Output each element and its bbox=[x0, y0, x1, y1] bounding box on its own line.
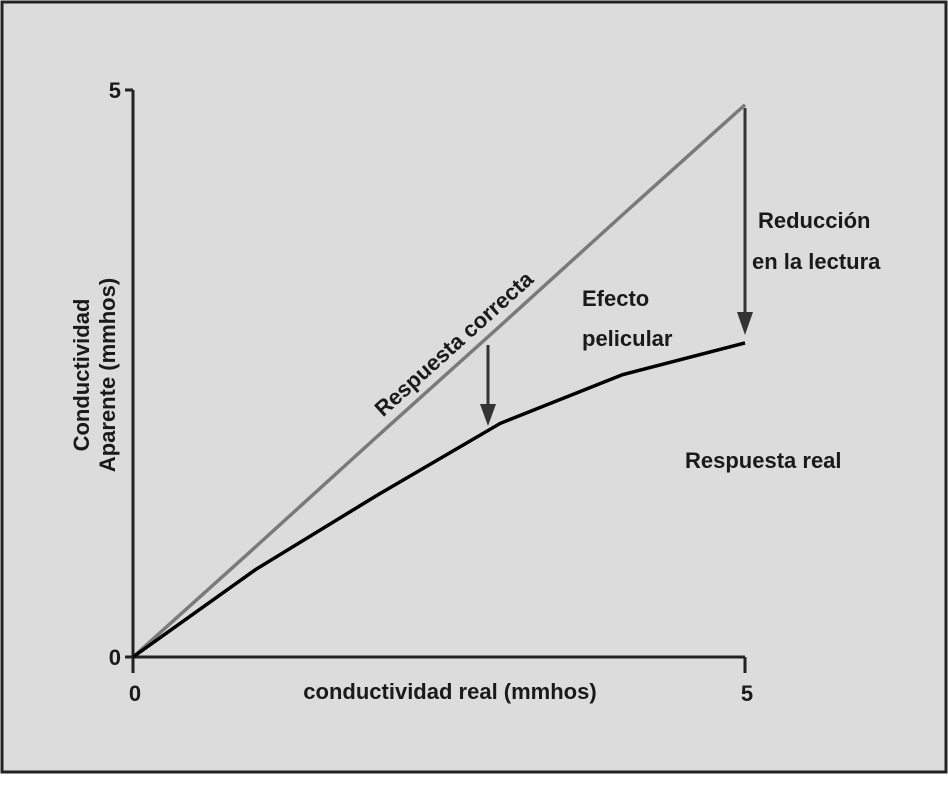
series-line bbox=[131, 341, 746, 659]
y-label-line: Conductividad bbox=[69, 299, 94, 452]
annotation: Reducción bbox=[758, 208, 870, 233]
y-tick-label: 5 bbox=[109, 78, 121, 103]
annotation: Efecto bbox=[582, 286, 649, 311]
arrowhead bbox=[480, 404, 496, 426]
y-axis-label: Conductividad Aparente (mmhos) bbox=[69, 278, 120, 472]
y-label-line: Aparente (mmhos) bbox=[95, 278, 120, 472]
x-tick-label: 5 bbox=[741, 681, 753, 706]
frame bbox=[0, 0, 948, 774]
y-tick-label: 0 bbox=[109, 645, 121, 670]
x-tick-label: 0 bbox=[129, 681, 141, 706]
series-line bbox=[131, 103, 747, 659]
x-axis-label: conductividad real (mmhos) bbox=[303, 679, 596, 704]
annotation: Respuesta real bbox=[685, 448, 842, 473]
annotation: pelicular bbox=[582, 326, 673, 351]
annotation: en la lectura bbox=[752, 249, 881, 274]
arrowhead bbox=[737, 312, 753, 335]
